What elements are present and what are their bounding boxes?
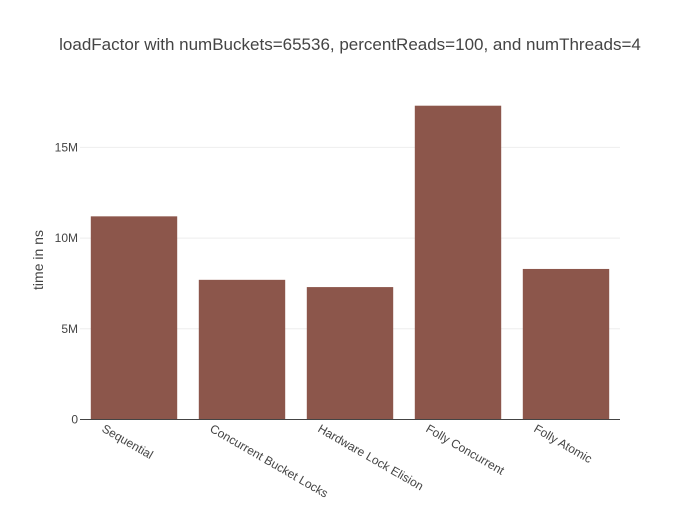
bar[interactable] [522, 268, 610, 420]
y-tick-label: 15M [55, 140, 78, 154]
x-axis-ticks: Sequential Concurrent Bucket LocksHardwar… [100, 421, 595, 500]
y-tick-label: 5M [61, 322, 78, 336]
bar[interactable] [90, 216, 178, 420]
bars [90, 105, 610, 420]
chart-title: loadFactor with numBuckets=65536, percen… [59, 35, 641, 54]
x-tick-label: Folly Atomic [532, 421, 595, 465]
x-tick-label: Folly Concurrent [424, 421, 508, 477]
x-tick-label: Concurrent Bucket Locks [208, 421, 331, 500]
y-axis-ticks: 0 5M 10M 15M [55, 140, 79, 426]
x-tick-label: Sequential [100, 421, 156, 461]
y-axis-label: time in ns [30, 230, 46, 290]
y-tick-label: 0 [71, 413, 78, 427]
bar[interactable] [198, 279, 286, 420]
y-tick-label: 10M [55, 231, 78, 245]
bar[interactable] [414, 105, 502, 420]
x-tick-label: Hardware Lock Elision [316, 421, 426, 493]
bar[interactable] [306, 287, 394, 420]
